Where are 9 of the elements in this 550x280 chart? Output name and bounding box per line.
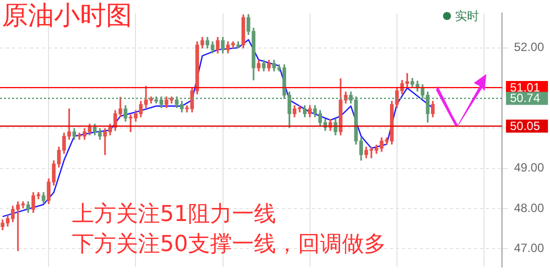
annotation: 上方关注51阻力一线 <box>72 202 276 228</box>
y-tick-label: 48.00 <box>514 200 544 215</box>
annotation: 下方关注50支撑一线，回调做多 <box>72 232 386 258</box>
chart-title: 原油小时图 <box>2 0 132 32</box>
ref-line-label: 50.05 <box>510 118 540 133</box>
y-tick-label: 47.00 <box>514 241 544 256</box>
y-tick-label: 49.00 <box>514 160 544 175</box>
y-tick-label: 52.00 <box>514 40 544 54</box>
annotation: 实时 <box>455 8 479 24</box>
